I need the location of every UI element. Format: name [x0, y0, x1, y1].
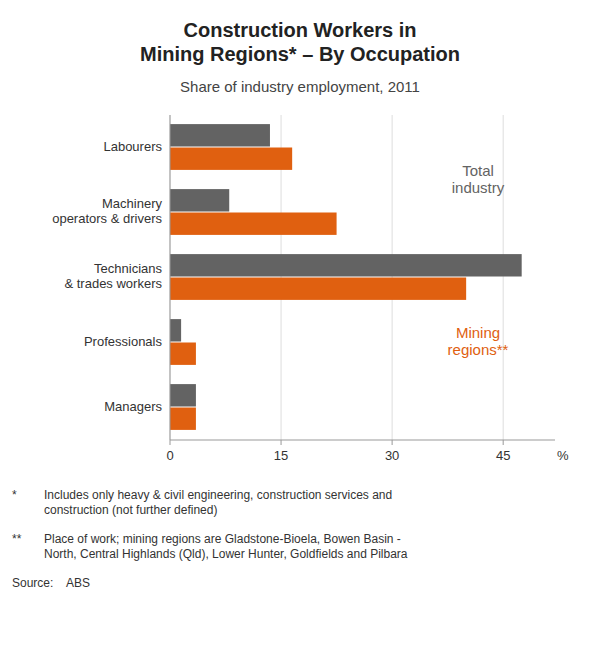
title: Construction Workers inMining Regions* –… [140, 19, 460, 65]
x-axis-label: % [557, 448, 569, 463]
x-axis: 0 15 30 45% [166, 440, 569, 463]
x-axis-line [170, 440, 555, 441]
chart: Construction Workers inMining Regions* –… [0, 0, 600, 647]
bar [170, 384, 196, 406]
grid [170, 115, 503, 440]
bar [170, 278, 466, 300]
y-tick-label: Labourers [103, 139, 162, 154]
footnote-marker: ** [12, 532, 22, 546]
footnotes: * Includes only heavy & civil engineering… [12, 488, 408, 590]
grid-line [170, 115, 171, 440]
x-tick [170, 440, 171, 445]
subtitle: Share of industry employment, 2011 [180, 78, 420, 95]
x-tick-label: 30 [385, 448, 399, 463]
footnote-text: Includes only heavy & civil engineering,… [44, 488, 392, 517]
footnote-marker: * [12, 488, 17, 502]
x-tick [392, 440, 393, 445]
series-label: Totalindustry [452, 161, 505, 195]
bar [170, 319, 181, 341]
x-tick-label: 15 [274, 448, 288, 463]
bars [170, 124, 522, 430]
bar [170, 343, 196, 365]
source: Source: ABS [12, 576, 90, 590]
bar [170, 213, 337, 235]
bar [170, 408, 196, 430]
y-tick-label: Managers [104, 399, 162, 414]
footnote-text: Place of work; mining regions are Gladst… [44, 532, 408, 561]
grid-line [503, 115, 504, 440]
y-axis-line [170, 115, 171, 440]
x-tick [281, 440, 282, 445]
bar [170, 148, 292, 170]
bar [170, 124, 270, 146]
x-tick-label: 0 [166, 448, 173, 463]
y-tick-label: Machineryoperators & drivers [52, 196, 162, 226]
y-axis: Managers Professionals Technicians& trades… [52, 139, 162, 414]
bar [170, 254, 522, 276]
x-tick [503, 440, 504, 445]
bar [170, 189, 229, 211]
y-tick-label: Professionals [84, 334, 163, 349]
chart-container: Construction Workers inMining Regions* –… [0, 0, 600, 647]
x-tick-label: 45 [496, 448, 510, 463]
series-label: Miningregions** [448, 324, 509, 358]
y-tick-label: Technicians& trades workers [64, 261, 162, 291]
